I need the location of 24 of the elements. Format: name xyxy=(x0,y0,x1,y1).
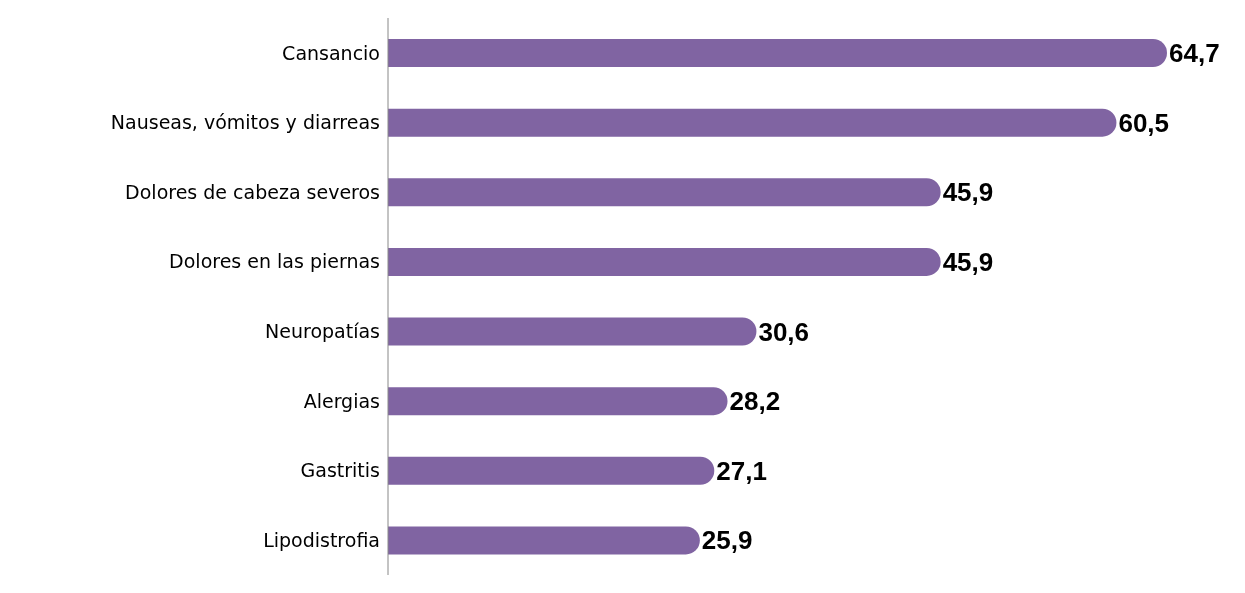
data-label: 45,9 xyxy=(942,246,994,277)
y-tick-label: Alergias xyxy=(303,389,380,412)
bar xyxy=(388,108,1117,137)
data-label: 64,7 xyxy=(1169,38,1220,68)
data-label: 60,5 xyxy=(1118,107,1170,138)
bar xyxy=(388,456,715,485)
bar xyxy=(388,317,757,346)
data-label: 28,2 xyxy=(729,386,781,417)
bar xyxy=(388,39,1167,67)
bar xyxy=(388,526,700,555)
bar xyxy=(388,247,941,276)
data-label: 45,9 xyxy=(942,177,994,208)
y-tick-label: Neuropatías xyxy=(265,320,380,343)
y-tick-label: Cansancio xyxy=(282,41,380,64)
bar xyxy=(388,178,941,207)
y-tick-label: Nauseas, vómitos y diarreas xyxy=(110,111,380,134)
bar xyxy=(388,387,728,416)
data-label: 30,6 xyxy=(758,316,810,347)
y-tick-label: Gastritis xyxy=(300,459,380,482)
y-tick-label: Lipodistrofia xyxy=(263,528,380,551)
y-tick-label: Dolores de cabeza severos xyxy=(125,180,380,203)
data-label: 27,1 xyxy=(716,455,767,486)
y-tick-label: Dolores en las piernas xyxy=(169,250,380,273)
data-label: 25,9 xyxy=(701,525,753,556)
